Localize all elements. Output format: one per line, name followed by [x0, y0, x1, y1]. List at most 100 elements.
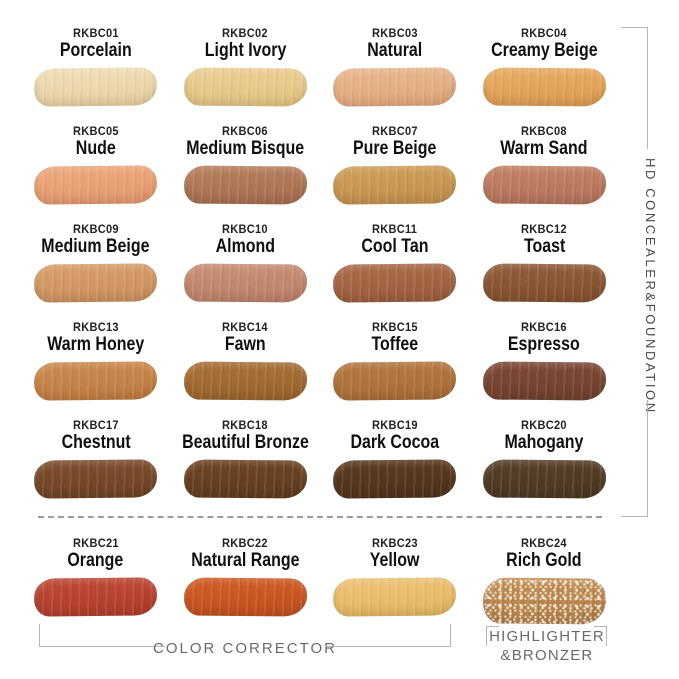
swatch-name: Dark Cocoa: [350, 432, 440, 453]
swatch-cell: RKBC09 Medium Beige: [21, 222, 171, 320]
swatch-name: Beautiful Bronze: [181, 432, 309, 453]
swatch-code: RKBC22: [222, 536, 269, 550]
swatch-code: RKBC08: [521, 124, 568, 138]
swatch-smear: [482, 361, 606, 401]
swatch-code: RKBC23: [371, 536, 418, 550]
swatch-code: RKBC14: [222, 320, 269, 334]
swatch-cell: RKBC12 Toast: [470, 222, 620, 320]
swatch-code: RKBC07: [371, 124, 418, 138]
swatch-cell: RKBC14 Fawn: [171, 320, 321, 418]
swatch-cell: RKBC20 Mahogany: [470, 418, 620, 516]
swatch-smear: [333, 361, 457, 401]
swatch-code: RKBC04: [521, 26, 568, 40]
swatch-smear: [34, 67, 158, 107]
swatch-smear: [183, 263, 307, 303]
swatch-name: Warm Honey: [47, 334, 145, 355]
swatch-name: Orange: [67, 550, 124, 571]
swatch-name: Natural Range: [191, 550, 300, 571]
swatch-name: Pure Beige: [353, 138, 437, 159]
swatch-name: Creamy Beige: [491, 40, 598, 61]
highlighter-label-line1: HIGHLIGHTER: [489, 628, 605, 645]
swatch-name: Natural: [367, 40, 423, 61]
swatch-name: Rich Gold: [506, 550, 582, 571]
right-bracket-bottom-line: [647, 400, 648, 517]
swatch-cell: RKBC06 Medium Bisque: [171, 124, 321, 222]
swatch-code: RKBC17: [72, 418, 119, 432]
swatch-smear: [34, 577, 158, 617]
swatch-cell: RKBC15 Toffee: [320, 320, 470, 418]
swatch-cell: RKBC18 Beautiful Bronze: [171, 418, 321, 516]
swatch-name: Medium Bisque: [186, 138, 305, 159]
swatch-smear: [333, 67, 457, 107]
swatch-cell: RKBC04 Creamy Beige: [470, 26, 620, 124]
swatch-code: RKBC19: [371, 418, 418, 432]
swatch-cell: RKBC10 Almond: [171, 222, 321, 320]
swatch-cell: RKBC21 Orange: [21, 536, 171, 634]
highlighter-bracket-right-vertical: [606, 626, 607, 646]
swatch-name: Espresso: [508, 334, 581, 355]
swatch-code: RKBC05: [72, 124, 119, 138]
swatch-smear: [482, 577, 606, 625]
swatch-cell: RKBC05 Nude: [21, 124, 171, 222]
swatch-name: Light Ivory: [204, 40, 287, 61]
right-bracket-top-line: [647, 27, 648, 149]
swatch-cell: RKBC22 Natural Range: [171, 536, 321, 634]
swatch-smear: [34, 165, 158, 205]
swatch-code: RKBC21: [72, 536, 119, 550]
swatch-name: Yellow: [369, 550, 420, 571]
swatch-name: Medium Beige: [41, 236, 150, 257]
corrector-bracket-right-vertical: [450, 624, 451, 647]
swatch-smear: [183, 67, 307, 107]
swatch-name: Mahogany: [504, 432, 584, 453]
swatch-name: Porcelain: [59, 40, 132, 61]
foundation-swatch-grid: RKBC01 Porcelain RKBC02 Light Ivory RKBC03…: [21, 26, 619, 516]
highlighter-bracket-right-horizontal: [594, 626, 607, 627]
right-bracket-top-tick: [621, 27, 648, 28]
swatch-code: RKBC13: [72, 320, 119, 334]
swatch-code: RKBC11: [372, 222, 418, 236]
swatch-name: Cool Tan: [361, 236, 429, 257]
swatch-code: RKBC09: [72, 222, 119, 236]
swatch-cell: RKBC07 Pure Beige: [320, 124, 470, 222]
swatch-smear: [333, 165, 457, 205]
corrector-swatch-grid: RKBC21 Orange RKBC22 Natural Range RKBC23 Y…: [21, 536, 619, 634]
swatch-name: Almond: [215, 236, 275, 257]
swatch-cell: RKBC19 Dark Cocoa: [320, 418, 470, 516]
swatch-smear: [482, 67, 606, 107]
swatch-code: RKBC01: [72, 26, 119, 40]
swatch-smear: [482, 165, 606, 205]
swatch-smear: [333, 263, 457, 303]
swatch-code: RKBC20: [521, 418, 568, 432]
swatch-code: RKBC18: [222, 418, 269, 432]
swatch-cell: RKBC01 Porcelain: [21, 26, 171, 124]
swatch-cell: RKBC08 Warm Sand: [470, 124, 620, 222]
swatch-smear: [34, 361, 158, 401]
swatch-smear: [183, 361, 307, 401]
corrector-bracket-left-vertical: [39, 624, 40, 647]
swatch-name: Fawn: [224, 334, 266, 355]
swatch-smear: [333, 577, 457, 617]
swatch-code: RKBC10: [222, 222, 269, 236]
swatch-name: Toffee: [371, 334, 419, 355]
right-bracket-bottom-tick: [621, 516, 648, 517]
swatch-code: RKBC12: [521, 222, 568, 236]
swatch-code: RKBC24: [521, 536, 568, 550]
swatch-code: RKBC15: [371, 320, 418, 334]
swatch-smear: [183, 577, 307, 617]
swatch-name: Chestnut: [61, 432, 131, 453]
swatch-code: RKBC16: [521, 320, 568, 334]
swatch-cell: RKBC11 Cool Tan: [320, 222, 470, 320]
highlighter-bronzer-label: HIGHLIGHTER &BRONZER: [486, 627, 608, 665]
swatch-cell: RKBC24 Rich Gold: [470, 536, 620, 634]
highlighter-bracket-left-horizontal: [486, 626, 499, 627]
swatch-cell: RKBC17 Chestnut: [21, 418, 171, 516]
swatch-code: RKBC02: [222, 26, 269, 40]
swatch-smear: [34, 459, 158, 499]
corrector-bracket-left-horizontal: [39, 646, 165, 647]
swatch-smear: [183, 165, 307, 205]
swatch-code: RKBC06: [222, 124, 269, 138]
swatch-smear: [183, 459, 307, 499]
swatch-name: Warm Sand: [500, 138, 588, 159]
swatch-cell: RKBC16 Espresso: [470, 320, 620, 418]
